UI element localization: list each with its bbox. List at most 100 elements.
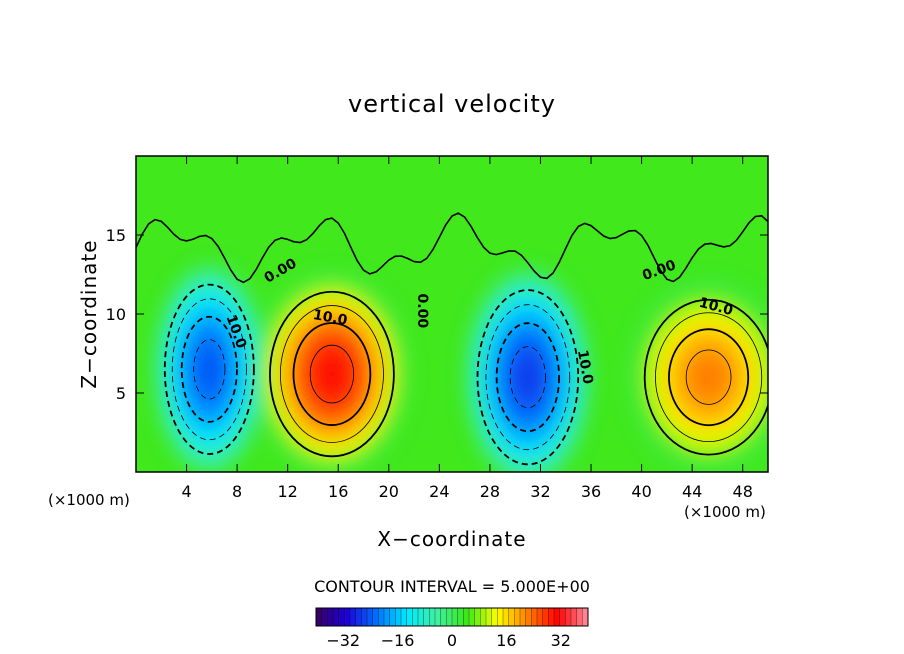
x-tick-label: 8 <box>232 482 242 501</box>
colorbar-cell <box>463 607 470 627</box>
colorbar-cell <box>366 607 374 627</box>
colorbar-cell <box>457 607 464 627</box>
contour-label: 10.0 <box>574 349 596 386</box>
y-axis-label: Z−coordinate <box>77 239 101 388</box>
colorbar-cell <box>497 607 504 627</box>
x-unit-right: (×1000 m) <box>684 503 766 521</box>
field-cell-2-layer <box>324 363 340 385</box>
colorbar-cell <box>468 607 476 627</box>
colorbar-cell <box>440 607 447 627</box>
field-cell-3-layer <box>521 366 535 389</box>
colorbar-cell <box>321 607 328 627</box>
colorbar-cell <box>389 607 396 627</box>
y-tick-label: 10 <box>106 305 126 324</box>
chart-title: vertical velocity <box>348 90 556 118</box>
colorbar-cell <box>542 607 549 627</box>
contour-line <box>309 344 355 404</box>
colorbar-cell <box>412 607 419 627</box>
contour-zero-line <box>136 212 768 284</box>
x-tick-label: 20 <box>379 482 399 501</box>
contour-line <box>476 289 580 466</box>
y-axis: 5 10 15 <box>106 226 768 403</box>
colorbar-cell <box>400 607 408 627</box>
field-cell-4-layer <box>700 367 717 387</box>
x-tick-label: 40 <box>631 482 651 501</box>
contour-line <box>495 322 560 433</box>
x-tick-label: 12 <box>278 482 298 501</box>
colorbar-cell <box>582 607 589 627</box>
colorbar-tick-label: −32 <box>326 631 360 650</box>
colorbar-cell <box>491 607 498 627</box>
colorbar-cell <box>451 607 459 627</box>
colorbar-cell <box>315 607 323 627</box>
colorbar-cell <box>531 607 538 627</box>
x-unit-left: (×1000 m) <box>48 491 130 509</box>
colorbar-cell <box>536 607 544 627</box>
colorbar-cell <box>429 607 436 627</box>
x-tick-label: 4 <box>181 482 191 501</box>
colorbar-cell <box>417 607 425 627</box>
colorbar-cell <box>548 607 555 627</box>
colorbar-tick-label: −16 <box>381 631 415 650</box>
colorbar-cell <box>406 607 413 627</box>
colorbar-cell <box>332 607 340 627</box>
colorbar-cell <box>344 607 351 627</box>
colorbar: −32 −16 0 16 32 <box>315 607 589 650</box>
contour-line <box>279 305 384 443</box>
colorbar-cell <box>525 607 532 627</box>
x-tick-label: 48 <box>733 482 753 501</box>
colorbar-cell <box>446 607 453 627</box>
colorbar-cell <box>508 607 515 627</box>
colorbar-cell <box>474 607 481 627</box>
x-tick-label: 24 <box>429 482 449 501</box>
colorbar-cell <box>355 607 362 627</box>
contour-line <box>193 339 226 400</box>
colorbar-cell <box>338 607 345 627</box>
colorbar-tick-label: 32 <box>551 631 571 650</box>
colorbar-cell <box>565 607 572 627</box>
x-tick-label: 32 <box>530 482 550 501</box>
colorbar-cell <box>327 607 334 627</box>
colorbar-cell <box>434 607 442 627</box>
colorbar-cell <box>559 607 566 627</box>
x-tick-label: 16 <box>328 482 348 501</box>
x-tick-label: 44 <box>682 482 702 501</box>
x-tick-label: 28 <box>480 482 500 501</box>
contour-line <box>509 346 546 409</box>
colorbar-cell <box>395 607 402 627</box>
contour-line <box>269 290 395 458</box>
contour-line <box>668 328 750 427</box>
field-cell-1-layer <box>203 358 215 380</box>
y-tick-label: 5 <box>116 384 126 403</box>
colorbar-cell <box>423 607 430 627</box>
colorbar-tick-label: 0 <box>447 631 457 650</box>
contour-line <box>163 283 255 455</box>
colorbar-cell <box>570 607 578 627</box>
colorbar-cell <box>514 607 521 627</box>
x-tick-label: 36 <box>581 482 601 501</box>
contour-line <box>655 312 763 443</box>
colorbar-cell <box>502 607 510 627</box>
colorbar-cell <box>383 607 391 627</box>
colorbar-frame <box>315 607 589 627</box>
contour-interval-text: CONTOUR INTERVAL = 5.000E+00 <box>314 577 590 596</box>
x-axis: 4 8 12 16 20 24 28 32 36 40 44 48 <box>181 156 753 501</box>
y-tick-label: 15 <box>106 226 126 245</box>
contour-line <box>485 304 571 451</box>
colorbar-cell <box>576 607 583 627</box>
x-axis-label: X−coordinate <box>377 527 526 551</box>
colorbar-cell <box>349 607 357 627</box>
colorbar-cell <box>519 607 527 627</box>
colorbar-cell <box>378 607 385 627</box>
contour-line <box>643 298 768 456</box>
colorbar-cell <box>553 607 561 627</box>
contour-label: 0.00 <box>414 294 430 329</box>
colorbar-cell <box>485 607 493 627</box>
contour-label: 10.0 <box>312 307 349 329</box>
contour-line <box>180 315 238 423</box>
colorbar-cell <box>361 607 368 627</box>
plot-area <box>136 156 768 472</box>
colorbar-tick-label: 16 <box>496 631 516 650</box>
contour-line <box>685 349 732 405</box>
